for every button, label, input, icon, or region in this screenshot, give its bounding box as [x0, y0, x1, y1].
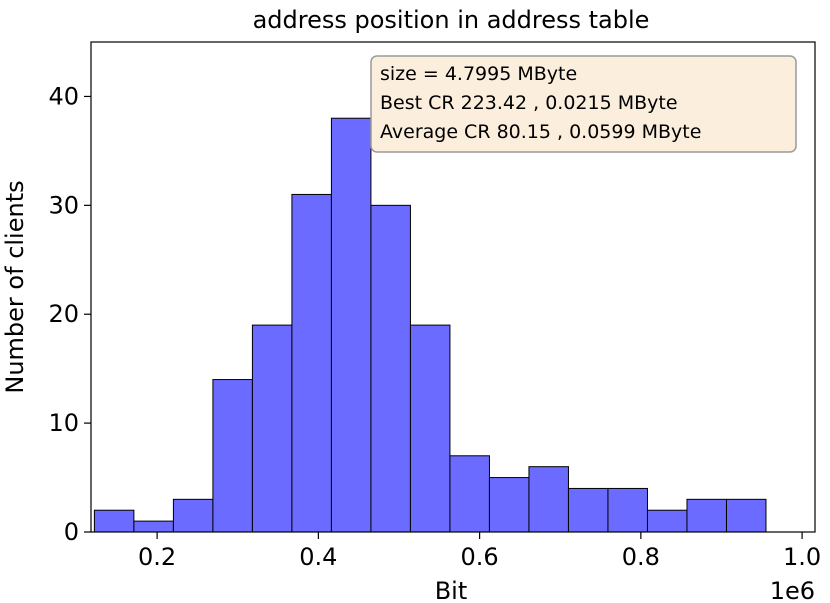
plot-frame [90, 41, 816, 533]
x-axis-offset-label: 1e6 [770, 577, 815, 603]
x-tick-label: 1.0 [783, 543, 821, 571]
x-tick-label: 0.6 [461, 543, 499, 571]
histogram-bar [449, 455, 490, 533]
histogram-bar [93, 509, 135, 533]
histogram-bar [133, 520, 174, 533]
x-axis: 0.2 0.4 0.6 0.8 1.0 [138, 532, 821, 571]
y-tick-label: 20 [48, 300, 79, 328]
histogram-bar [646, 509, 688, 533]
histogram-bar [251, 324, 293, 533]
bars-layer [93, 117, 767, 533]
histogram-bar [488, 477, 530, 533]
y-tick-label: 10 [48, 409, 79, 437]
histogram-bar [567, 487, 609, 533]
histogram-bar [725, 498, 767, 533]
x-tick-label: 0.2 [138, 543, 176, 571]
annotation-background [370, 55, 797, 153]
y-tick-label: 40 [48, 82, 79, 110]
annotation-line-size: size = 4.7995 MByte [380, 63, 577, 85]
y-tick-label: 0 [64, 518, 79, 546]
annotation-line-best-cr: Best CR 223.42 , 0.0215 MByte [380, 92, 678, 114]
chart-title: address position in address table [253, 6, 650, 34]
y-axis-label: Number of clients [1, 180, 29, 393]
histogram-bar [291, 193, 332, 533]
histogram-bar [370, 204, 411, 533]
histogram-bar [607, 487, 648, 533]
x-axis-label: Bit [435, 577, 468, 603]
annotation-line-average-cr: Average CR 80.15 , 0.0599 MByte [380, 121, 701, 143]
histogram-bar [212, 379, 253, 533]
y-axis: 0 10 20 30 40 [48, 82, 91, 546]
histogram-bar [528, 466, 569, 533]
y-tick-label: 30 [48, 191, 79, 219]
histogram-bar [686, 498, 727, 533]
x-tick-label: 0.4 [299, 543, 337, 571]
annotation-box: size = 4.7995 MByte Best CR 223.42 , 0.0… [370, 55, 797, 153]
x-tick-label: 0.8 [622, 543, 660, 571]
histogram-bar [330, 117, 372, 533]
histogram-bar [172, 498, 214, 533]
histogram-bar [409, 324, 451, 533]
